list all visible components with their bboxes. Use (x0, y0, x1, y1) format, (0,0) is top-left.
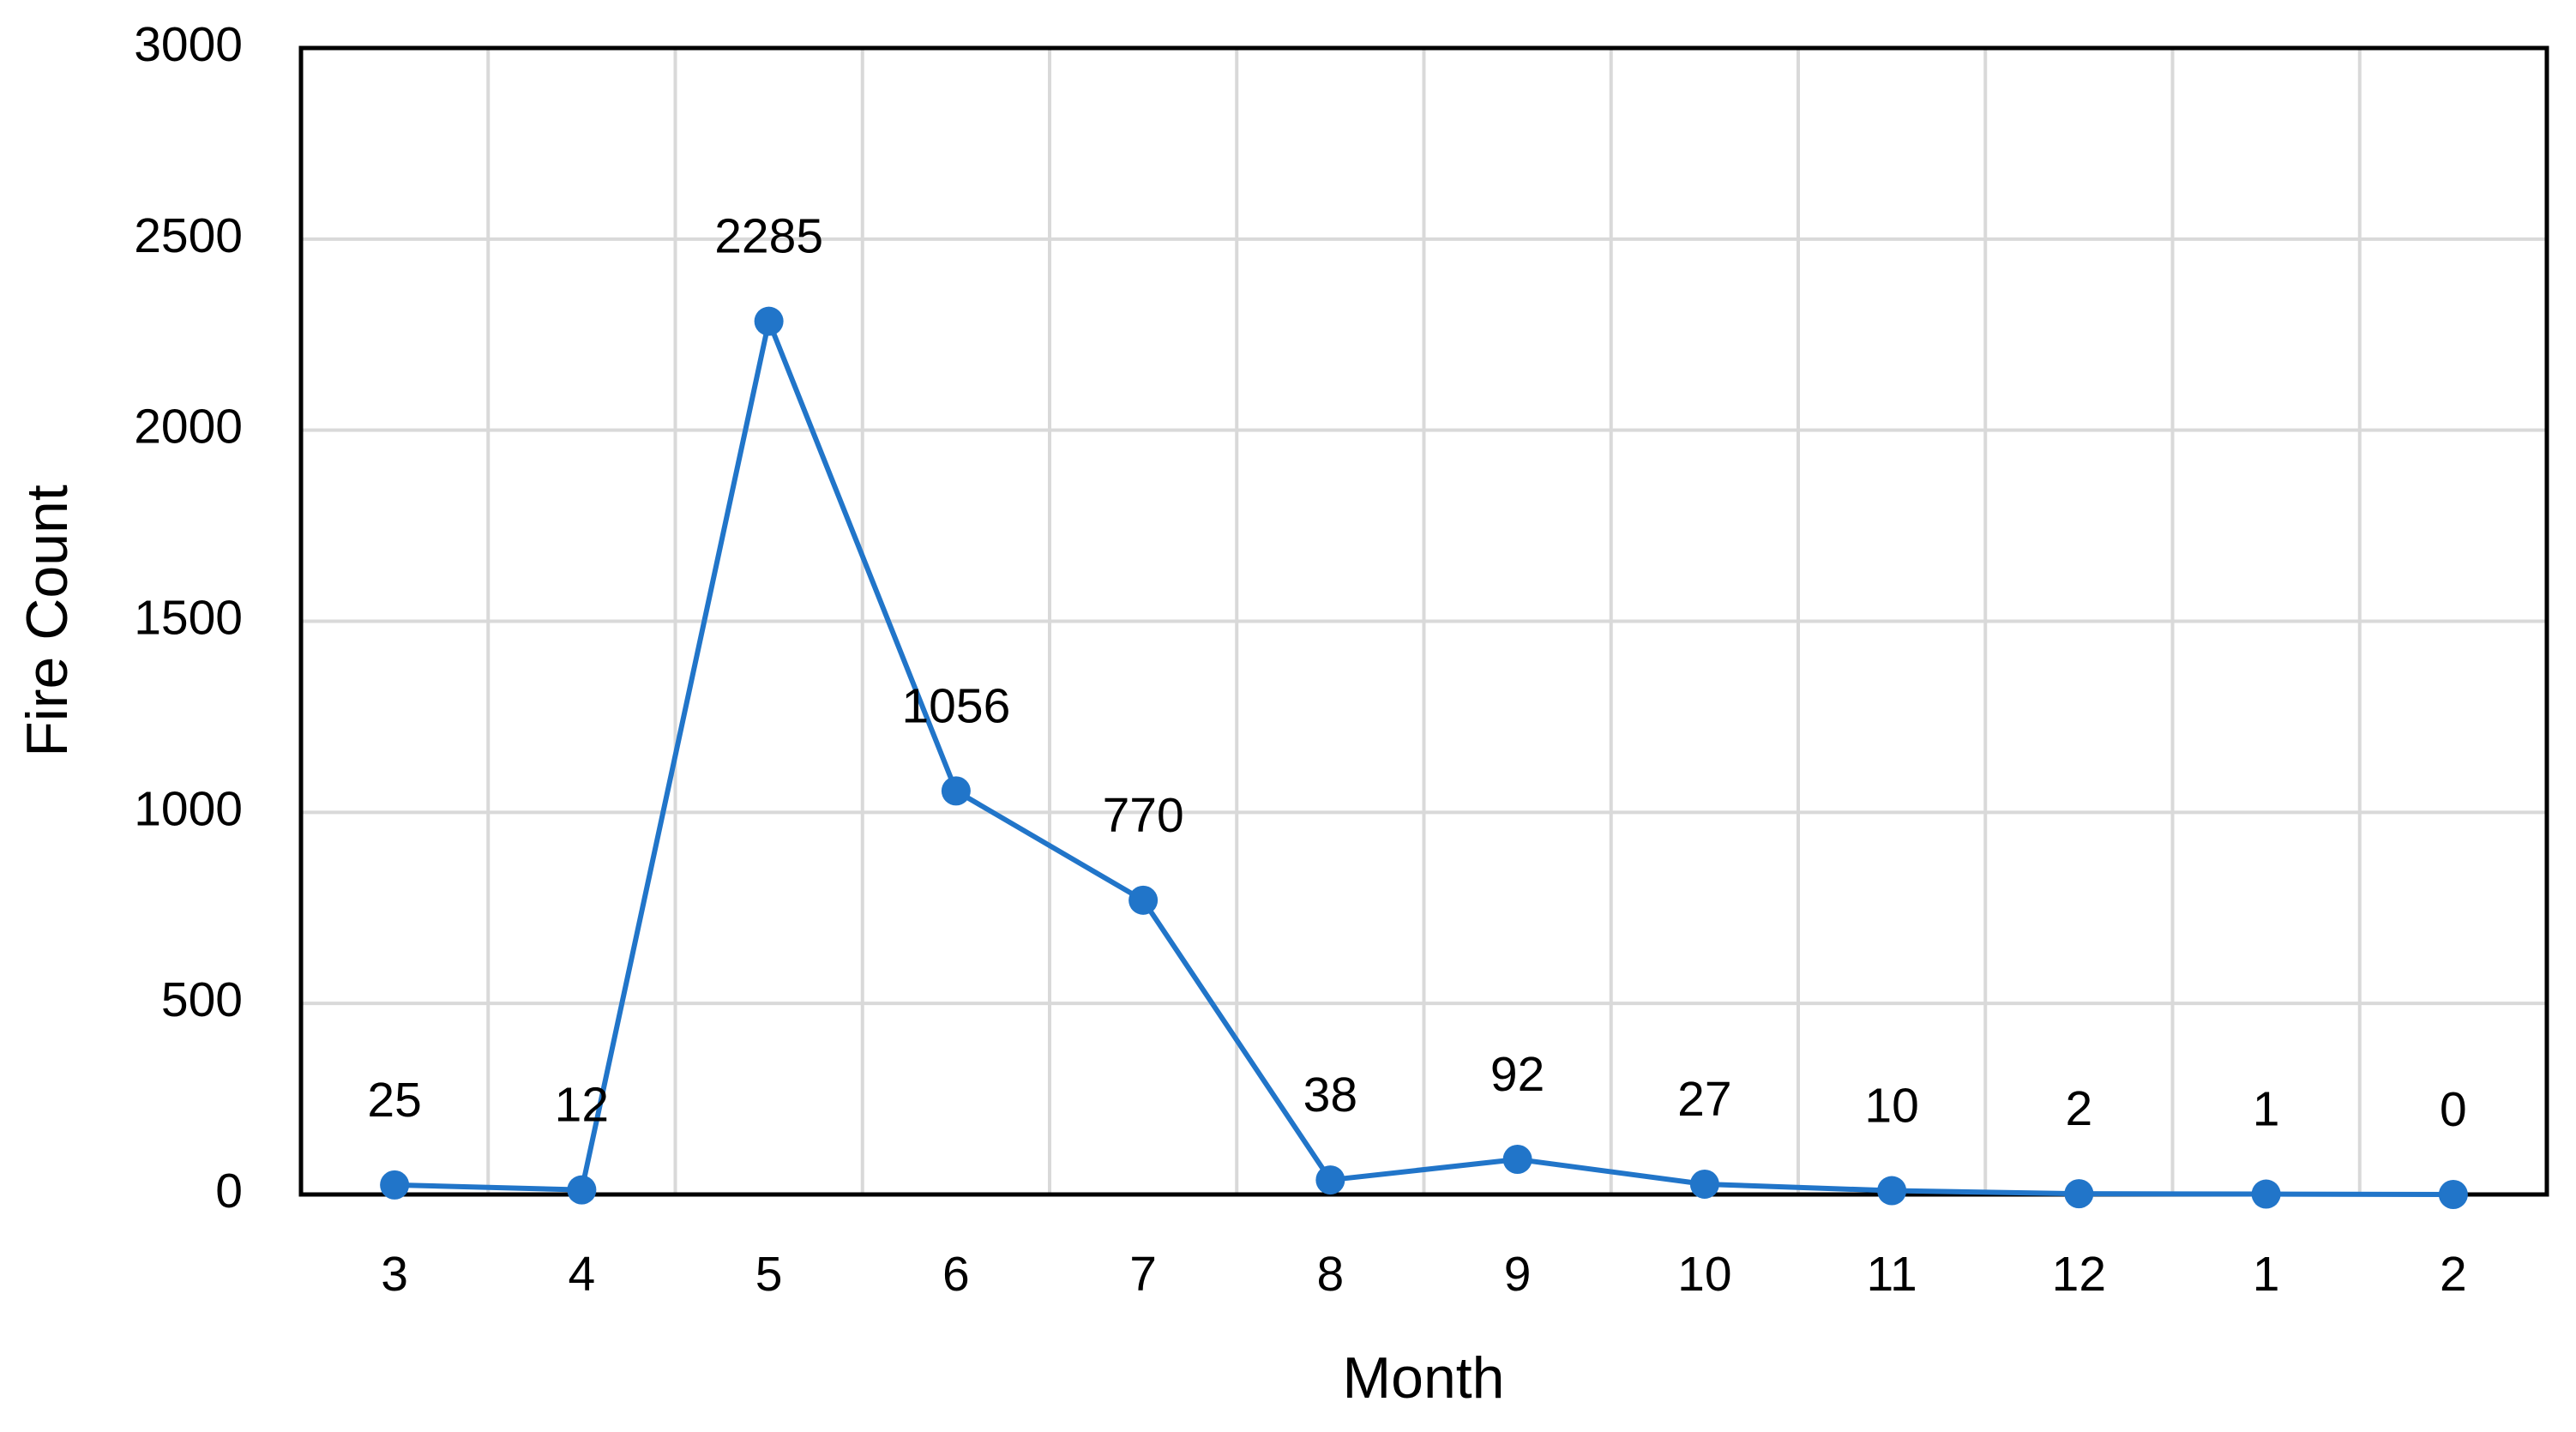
data-point (380, 1170, 410, 1200)
y-tick-label: 2500 (134, 208, 243, 263)
data-point (567, 1175, 597, 1205)
data-point (2251, 1179, 2281, 1209)
data-label: 10 (1864, 1079, 1918, 1134)
data-point (754, 306, 784, 336)
y-tick-label: 0 (215, 1164, 243, 1218)
x-tick-label: 8 (1317, 1247, 1345, 1302)
x-tick-label: 7 (1129, 1247, 1157, 1302)
x-tick-label: 9 (1504, 1247, 1532, 1302)
data-label: 0 (2440, 1082, 2467, 1137)
data-point (1315, 1165, 1345, 1195)
data-point (1129, 885, 1159, 915)
data-point (1877, 1176, 1907, 1206)
data-point (941, 776, 971, 806)
x-tick-label: 10 (1677, 1247, 1731, 1302)
x-tick-label: 2 (2440, 1247, 2467, 1302)
data-point (1689, 1169, 1719, 1199)
data-label: 38 (1303, 1068, 1357, 1122)
data-line (394, 318, 2453, 1197)
y-tick-label: 3000 (134, 17, 243, 72)
y-tick-label: 500 (161, 972, 243, 1027)
x-tick-label: 6 (942, 1247, 970, 1302)
data-label: 92 (1490, 1047, 1544, 1102)
x-tick-label: 4 (569, 1247, 596, 1302)
data-label: 27 (1677, 1072, 1731, 1127)
data-label: 770 (1103, 788, 1184, 843)
x-tick-label: 3 (381, 1247, 408, 1302)
x-tick-label: 5 (755, 1247, 783, 1302)
data-label: 25 (367, 1073, 421, 1128)
x-tick-label: 1 (2253, 1247, 2280, 1302)
y-tick-label: 2000 (134, 400, 243, 454)
data-label: 2285 (714, 209, 823, 264)
data-point (1502, 1144, 1532, 1174)
x-tick-label: 12 (2052, 1247, 2106, 1302)
y-tick-label: 1500 (134, 591, 243, 646)
plot-frame (298, 45, 2549, 1197)
data-label: 2 (2066, 1081, 2093, 1136)
data-label: 12 (555, 1078, 609, 1133)
data-label: 1 (2253, 1082, 2280, 1137)
y-tick-label: 1000 (134, 781, 243, 836)
x-tick-label: 11 (1867, 1247, 1917, 1302)
y-axis-title: Fire Count (15, 484, 80, 757)
data-label: 1056 (901, 678, 1010, 733)
data-point (2438, 1180, 2468, 1209)
data-point (2064, 1179, 2094, 1209)
x-axis-title: Month (1343, 1345, 1505, 1411)
